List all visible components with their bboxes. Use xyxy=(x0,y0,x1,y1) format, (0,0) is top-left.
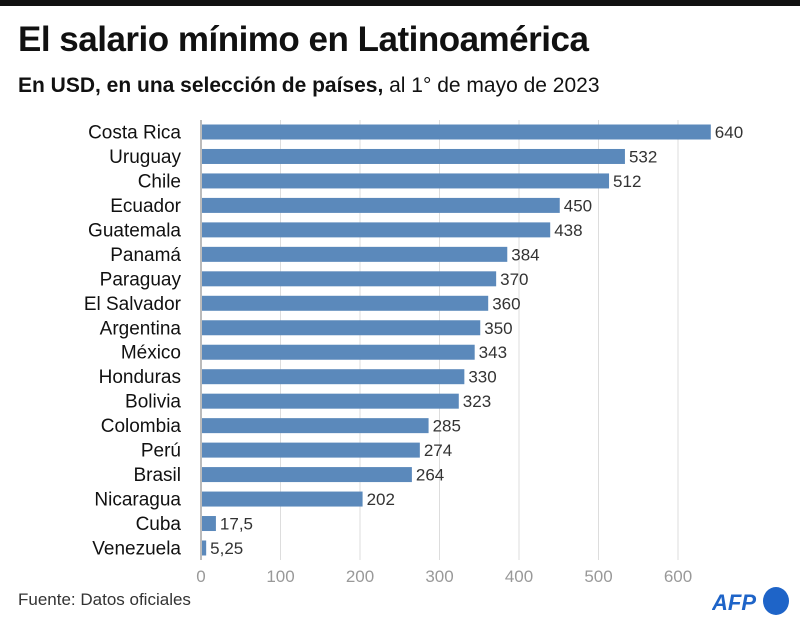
bar xyxy=(202,369,465,385)
bar xyxy=(202,467,412,483)
bar xyxy=(202,271,497,287)
category-label: Panamá xyxy=(110,245,181,266)
bar xyxy=(202,491,363,507)
bar xyxy=(202,124,711,140)
bar xyxy=(202,540,207,556)
source-note: Fuente: Datos oficiales xyxy=(18,590,191,609)
x-tick-label: 600 xyxy=(664,567,692,586)
data-label: 360 xyxy=(492,294,520,313)
data-label: 323 xyxy=(463,392,491,411)
data-label: 17,5 xyxy=(220,515,253,534)
bar xyxy=(202,173,610,189)
data-label: 532 xyxy=(629,147,657,166)
svg-text:AFP: AFP xyxy=(712,590,756,615)
data-label: 370 xyxy=(500,270,528,289)
x-tick-label: 0 xyxy=(196,567,205,586)
category-label: Perú xyxy=(141,441,181,462)
category-label: Argentina xyxy=(100,318,182,339)
data-label: 343 xyxy=(479,343,507,362)
category-label: Chile xyxy=(138,171,181,192)
data-label: 264 xyxy=(416,466,444,485)
data-label: 285 xyxy=(433,417,461,436)
category-label: Bolivia xyxy=(125,392,181,413)
category-label: México xyxy=(121,343,181,364)
data-label: 512 xyxy=(613,172,641,191)
data-label: 274 xyxy=(424,441,452,460)
subtitle-bold: En USD, en una selección de países, xyxy=(18,74,384,97)
category-label: Uruguay xyxy=(109,147,181,168)
category-label: Guatemala xyxy=(88,220,181,241)
data-label: 640 xyxy=(715,123,743,142)
category-label: El Salvador xyxy=(84,294,182,315)
bar xyxy=(202,516,216,532)
category-label: Ecuador xyxy=(110,196,181,217)
category-label: Brasil xyxy=(133,465,181,486)
data-label: 5,25 xyxy=(210,539,243,558)
bar xyxy=(202,222,551,238)
data-label: 330 xyxy=(468,368,496,387)
data-label: 450 xyxy=(564,196,592,215)
afp-logo: AFP xyxy=(712,587,789,615)
bar xyxy=(202,320,481,336)
subtitle-rest: al 1° de mayo de 2023 xyxy=(383,74,600,97)
bar xyxy=(202,344,475,360)
chart-title: El salario mínimo en Latinoamérica xyxy=(18,20,589,59)
chart-subtitle: En USD, en una selección de países, al 1… xyxy=(18,74,600,98)
bar xyxy=(202,418,429,434)
bar xyxy=(202,197,560,213)
category-label: Honduras xyxy=(99,367,181,388)
x-tick-label: 200 xyxy=(346,567,374,586)
x-tick-label: 500 xyxy=(584,567,612,586)
category-label: Venezuela xyxy=(92,538,181,559)
category-label: Paraguay xyxy=(100,269,182,290)
bar xyxy=(202,148,625,164)
bar xyxy=(202,246,508,262)
data-label: 384 xyxy=(511,245,539,264)
bar xyxy=(202,295,489,311)
category-label: Nicaragua xyxy=(94,490,181,511)
bar xyxy=(202,442,420,458)
top-rule xyxy=(0,0,800,6)
data-label: 438 xyxy=(554,221,582,240)
x-tick-label: 400 xyxy=(505,567,533,586)
category-label: Costa Rica xyxy=(88,123,181,144)
category-label: Colombia xyxy=(101,416,182,437)
x-tick-label: 300 xyxy=(425,567,453,586)
bar xyxy=(202,393,459,409)
x-tick-label: 100 xyxy=(266,567,294,586)
data-label: 202 xyxy=(367,490,395,509)
category-label: Cuba xyxy=(136,514,182,535)
data-label: 350 xyxy=(484,319,512,338)
